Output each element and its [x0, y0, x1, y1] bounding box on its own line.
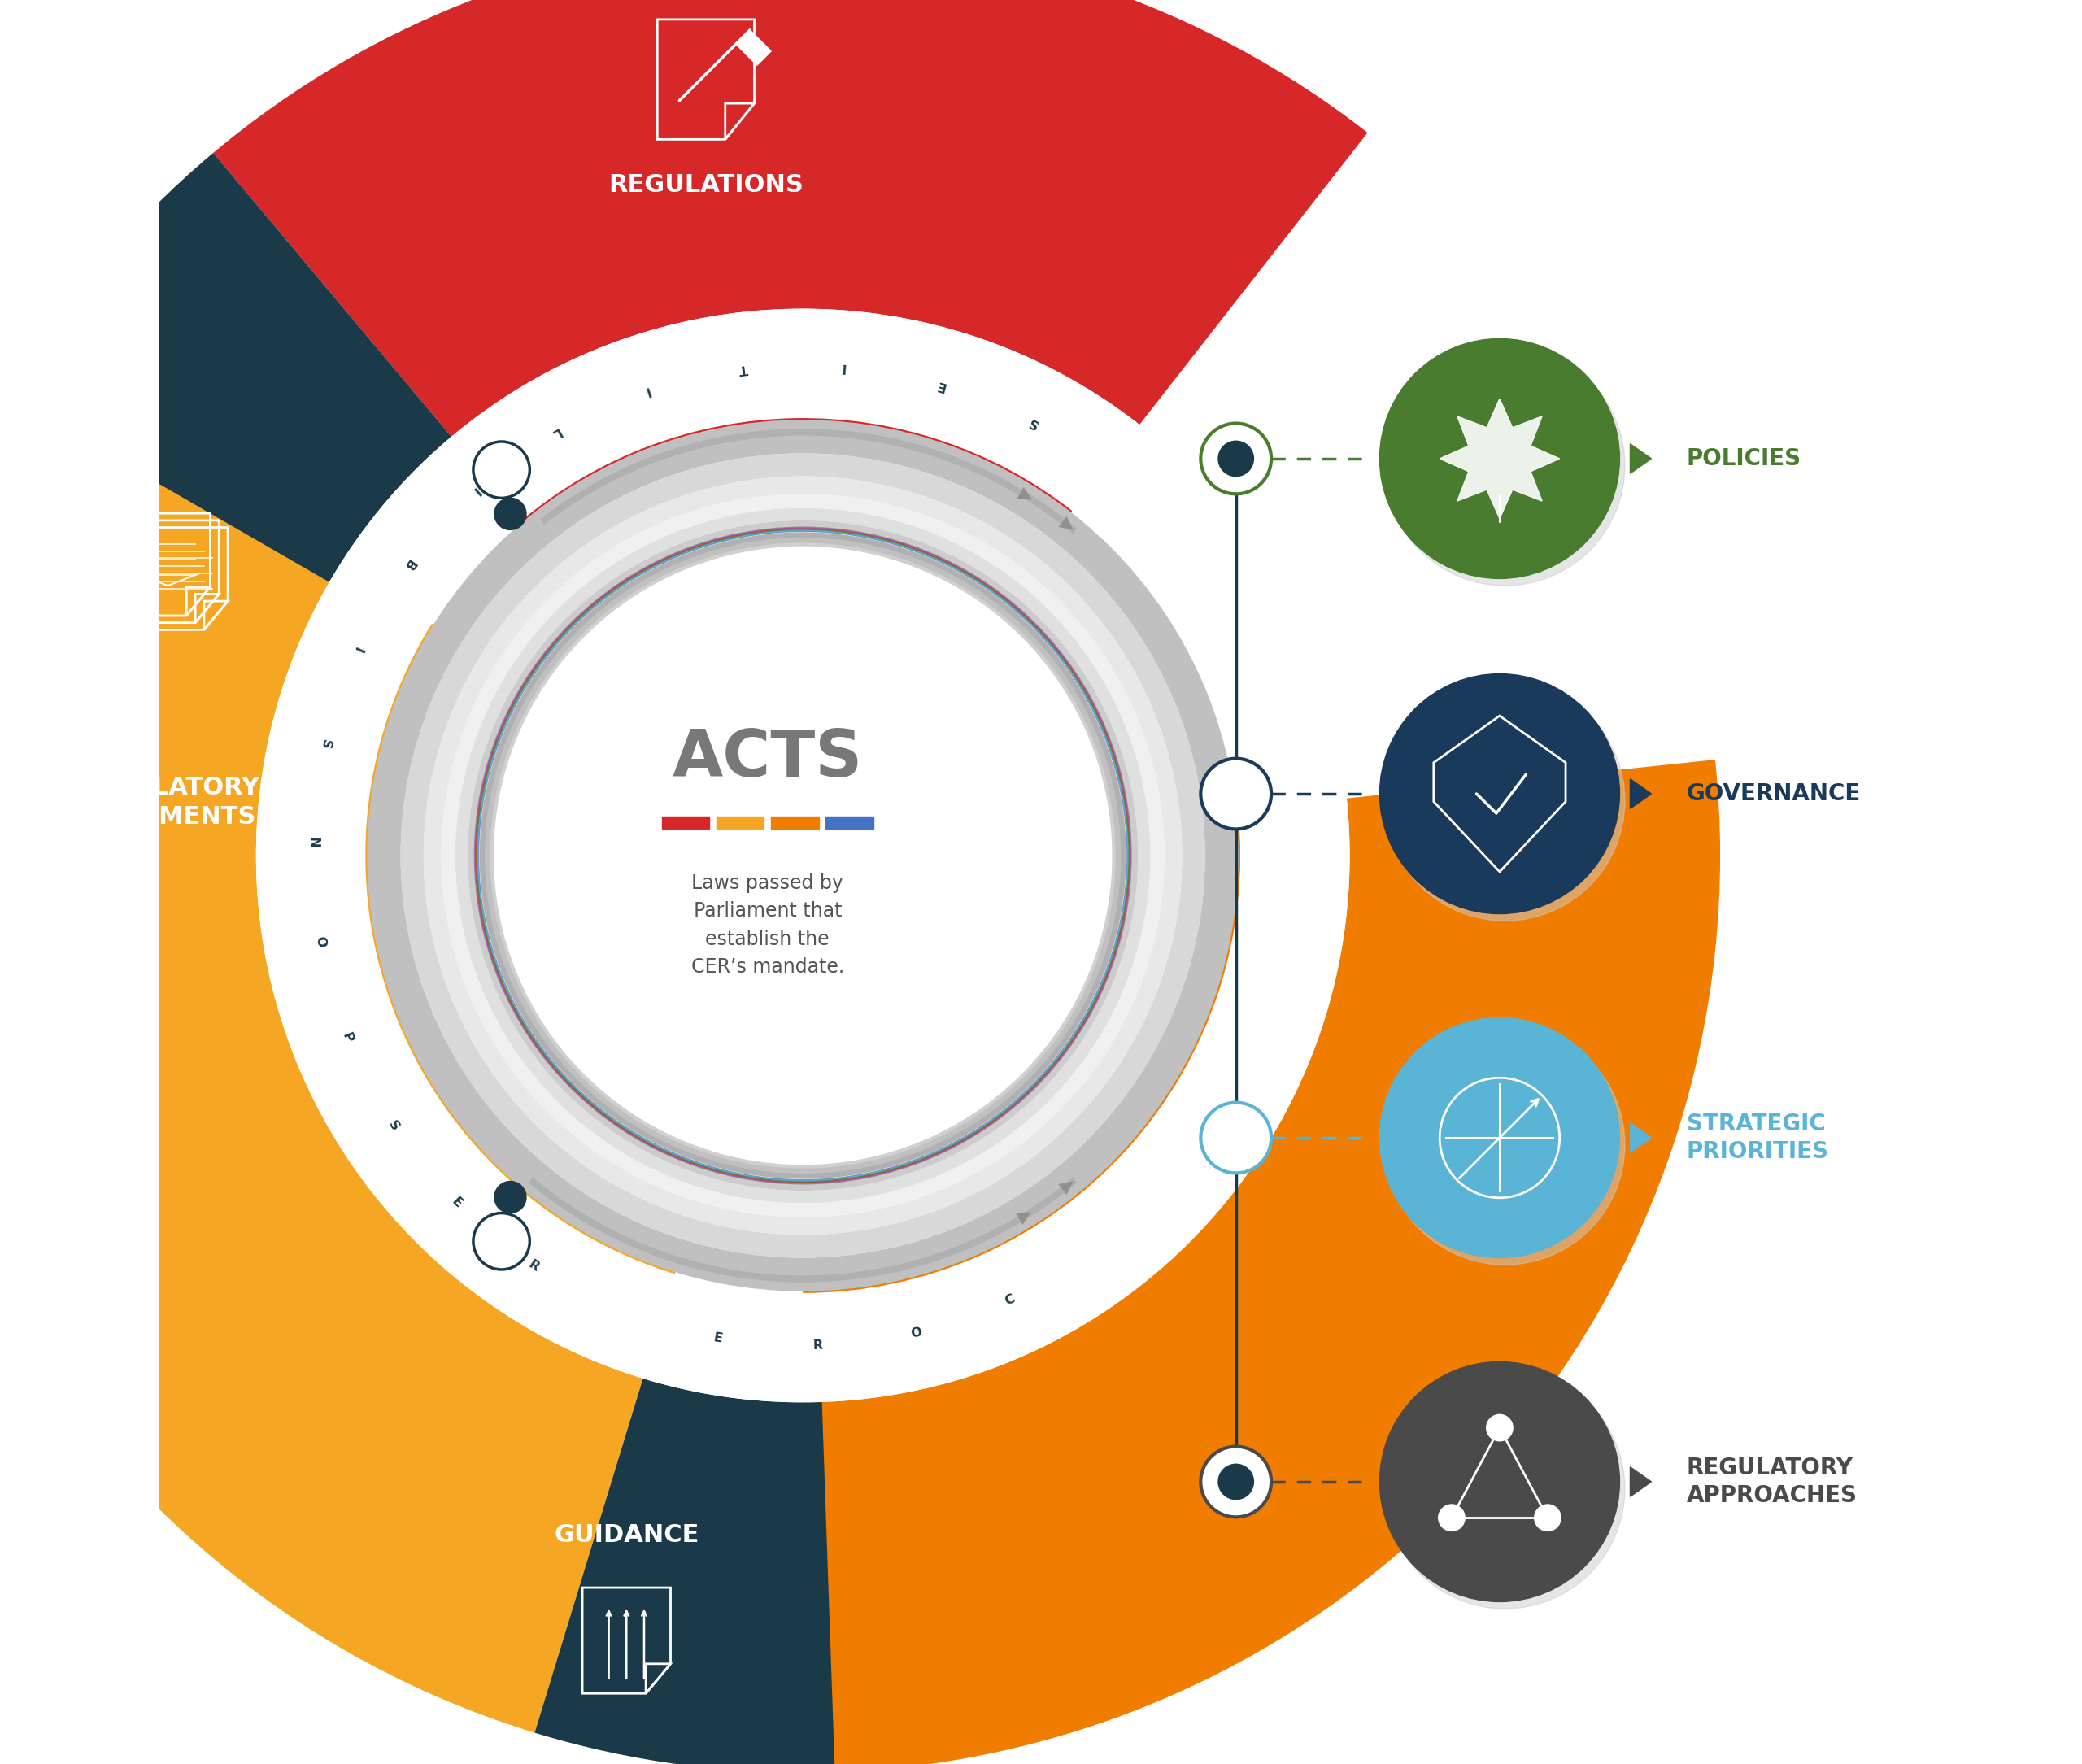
- Circle shape: [1405, 700, 1593, 887]
- Text: POLICIES: POLICIES: [1686, 448, 1801, 469]
- Wedge shape: [212, 0, 1368, 437]
- Bar: [662, 817, 710, 829]
- Circle shape: [491, 543, 1116, 1168]
- Bar: [716, 817, 764, 829]
- Circle shape: [1218, 1464, 1253, 1499]
- Text: P: P: [339, 1030, 354, 1044]
- Wedge shape: [366, 420, 1239, 1291]
- Bar: [770, 817, 818, 829]
- Text: I: I: [352, 646, 364, 654]
- Wedge shape: [523, 418, 1072, 529]
- Wedge shape: [535, 1378, 835, 1764]
- Circle shape: [493, 547, 1112, 1164]
- Text: S: S: [385, 1118, 402, 1132]
- Circle shape: [1380, 1018, 1620, 1258]
- Text: R: R: [527, 1258, 541, 1274]
- Circle shape: [1405, 1044, 1593, 1231]
- Circle shape: [485, 538, 1120, 1173]
- Polygon shape: [735, 30, 770, 65]
- Circle shape: [1380, 339, 1620, 579]
- Text: N: N: [306, 838, 319, 848]
- Wedge shape: [804, 810, 1241, 1293]
- Text: O: O: [312, 935, 327, 949]
- Bar: [827, 817, 874, 829]
- Wedge shape: [364, 624, 679, 1274]
- Wedge shape: [468, 520, 1139, 1191]
- Wedge shape: [423, 476, 1183, 1235]
- Text: O: O: [910, 1325, 922, 1341]
- Text: I: I: [468, 485, 481, 497]
- Circle shape: [1405, 365, 1593, 552]
- Circle shape: [1385, 681, 1624, 921]
- Circle shape: [1405, 1388, 1593, 1575]
- Text: B: B: [400, 557, 416, 572]
- Circle shape: [481, 533, 1126, 1178]
- Wedge shape: [256, 309, 1349, 1402]
- Text: I: I: [641, 385, 652, 397]
- Circle shape: [1201, 1446, 1272, 1517]
- Text: S: S: [319, 737, 333, 750]
- Text: S: S: [1026, 415, 1041, 430]
- Text: STRATEGIC
PRIORITIES: STRATEGIC PRIORITIES: [1686, 1113, 1828, 1162]
- Circle shape: [1380, 1362, 1620, 1602]
- Wedge shape: [400, 453, 1205, 1258]
- Circle shape: [1385, 1369, 1624, 1609]
- Text: I: I: [841, 360, 845, 372]
- Text: R: R: [812, 1339, 822, 1351]
- Circle shape: [493, 497, 527, 529]
- Polygon shape: [1439, 399, 1559, 519]
- Circle shape: [1439, 1505, 1466, 1531]
- Text: REGULATORY
DOCUMENTS: REGULATORY DOCUMENTS: [77, 776, 260, 829]
- Circle shape: [1380, 674, 1620, 914]
- Circle shape: [1201, 1102, 1272, 1173]
- Text: GUIDANCE: GUIDANCE: [554, 1522, 700, 1547]
- Circle shape: [493, 1182, 527, 1214]
- Wedge shape: [804, 760, 1720, 1764]
- Text: E: E: [712, 1332, 725, 1346]
- Circle shape: [1201, 423, 1272, 494]
- Text: T: T: [739, 362, 750, 376]
- Polygon shape: [1630, 780, 1651, 808]
- Polygon shape: [1630, 1124, 1651, 1152]
- Text: ACTS: ACTS: [672, 727, 862, 790]
- Text: Laws passed by
Parliament that
establish the
CER’s mandate.: Laws passed by Parliament that establish…: [691, 873, 843, 977]
- Circle shape: [1385, 1025, 1624, 1265]
- Text: REGULATIONS: REGULATIONS: [608, 173, 804, 198]
- Wedge shape: [441, 494, 1164, 1217]
- Circle shape: [1218, 441, 1253, 476]
- Wedge shape: [8, 153, 452, 582]
- Text: L: L: [550, 425, 562, 439]
- Circle shape: [473, 1214, 529, 1270]
- Circle shape: [1534, 1505, 1562, 1531]
- Polygon shape: [1630, 445, 1651, 473]
- Circle shape: [1385, 346, 1624, 586]
- Text: E: E: [450, 1196, 464, 1210]
- Text: GOVERNANCE: GOVERNANCE: [1686, 783, 1861, 804]
- Text: REGULATORY
APPROACHES: REGULATORY APPROACHES: [1686, 1457, 1857, 1506]
- Circle shape: [473, 441, 529, 497]
- Circle shape: [1487, 1415, 1514, 1441]
- Polygon shape: [1630, 1468, 1651, 1496]
- Circle shape: [1201, 759, 1272, 829]
- Wedge shape: [456, 508, 1151, 1203]
- Wedge shape: [0, 369, 643, 1732]
- Text: C: C: [1004, 1293, 1016, 1307]
- Text: E: E: [935, 377, 947, 392]
